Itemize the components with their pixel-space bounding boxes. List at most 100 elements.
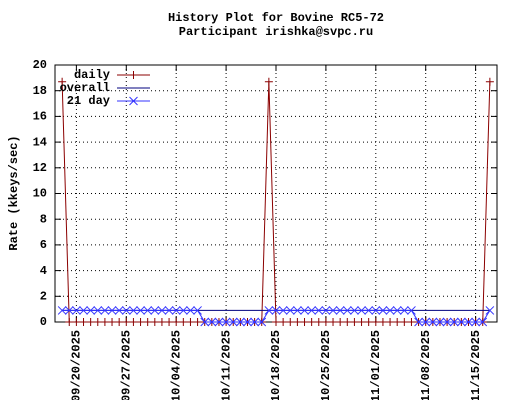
data-point — [186, 306, 195, 315]
data-point — [329, 318, 338, 326]
data-point — [343, 318, 352, 326]
data-point — [414, 317, 423, 327]
data-point — [271, 306, 281, 315]
data-point — [193, 306, 202, 315]
legend-label: overall — [60, 81, 110, 95]
data-point — [293, 306, 302, 315]
data-point — [122, 318, 131, 326]
data-point — [321, 318, 330, 326]
x-tick-label: 11/01/2025 — [369, 330, 383, 400]
data-point — [442, 317, 452, 327]
y-tick-label: 20 — [33, 58, 47, 72]
x-tick-label: 10/18/2025 — [269, 330, 283, 400]
y-tick-label: 12 — [33, 161, 47, 175]
data-point — [186, 318, 195, 326]
data-point — [386, 318, 395, 326]
data-point — [143, 306, 153, 315]
x-tick-label: 09/20/2025 — [70, 330, 84, 400]
data-point — [300, 306, 309, 315]
data-point — [114, 306, 124, 315]
data-point — [136, 306, 145, 315]
data-point — [350, 306, 359, 315]
data-point — [449, 317, 459, 327]
data-point — [371, 318, 380, 326]
data-point — [321, 306, 331, 315]
legend-label: 21 day — [67, 94, 110, 108]
data-point — [364, 306, 374, 315]
data-point — [285, 306, 295, 315]
y-axis-label: Rate (kkeys/sec) — [7, 135, 21, 250]
data-point — [64, 306, 74, 315]
data-point — [236, 317, 245, 327]
y-tick-label: 6 — [40, 238, 47, 252]
data-point — [264, 306, 274, 315]
x-tick-label: 09/27/2025 — [119, 330, 133, 400]
data-point — [79, 306, 88, 315]
y-tick-label: 14 — [33, 135, 47, 149]
data-point — [79, 318, 88, 326]
data-point — [478, 317, 488, 327]
data-point — [228, 317, 238, 327]
data-point — [250, 317, 259, 327]
data-point — [407, 306, 416, 315]
data-point — [129, 306, 138, 315]
x-tick-label: 10/25/2025 — [319, 330, 333, 400]
data-point — [336, 318, 345, 326]
data-point — [108, 318, 117, 326]
data-point — [157, 318, 166, 326]
y-tick-label: 10 — [33, 187, 47, 201]
data-point — [143, 318, 152, 326]
data-point — [129, 318, 138, 326]
data-point — [357, 306, 366, 315]
data-point — [93, 306, 103, 315]
data-point — [264, 77, 273, 86]
data-point — [421, 317, 431, 327]
data-point — [428, 317, 438, 327]
data-point — [150, 306, 160, 315]
y-tick-label: 8 — [40, 212, 47, 226]
data-point — [350, 318, 359, 326]
data-point — [307, 306, 316, 315]
data-point — [193, 318, 202, 326]
data-point — [464, 317, 473, 327]
data-point — [378, 318, 387, 326]
data-point — [399, 306, 409, 315]
data-point — [107, 306, 117, 315]
data-point — [300, 318, 309, 326]
data-point — [115, 318, 124, 326]
data-point — [393, 318, 402, 326]
data-point — [171, 306, 181, 315]
data-point — [72, 306, 81, 315]
data-point — [100, 306, 110, 315]
data-point — [278, 306, 288, 315]
data-point — [93, 318, 102, 326]
data-point — [150, 318, 159, 326]
data-point — [407, 318, 416, 326]
data-point — [471, 317, 480, 327]
data-point — [314, 306, 324, 315]
data-point — [100, 318, 109, 326]
chart-title: History Plot for Bovine RC5-72 — [168, 11, 384, 25]
data-point — [314, 318, 323, 326]
data-point — [172, 318, 181, 326]
data-point — [72, 318, 81, 326]
data-point — [328, 306, 338, 315]
data-point — [342, 306, 352, 315]
data-point — [392, 306, 402, 315]
data-point — [364, 318, 373, 326]
x-tick-label: 10/11/2025 — [219, 330, 233, 400]
data-point — [293, 318, 302, 326]
legend-label: daily — [74, 68, 110, 82]
data-point — [378, 306, 388, 315]
data-point — [58, 77, 67, 86]
data-point — [272, 318, 280, 326]
legend-marker — [129, 71, 138, 79]
y-tick-label: 4 — [40, 264, 47, 278]
y-tick-label: 18 — [33, 84, 47, 98]
data-point — [57, 306, 67, 315]
data-point — [157, 306, 167, 315]
x-tick-label: 11/08/2025 — [419, 330, 433, 400]
data-point — [257, 317, 267, 327]
